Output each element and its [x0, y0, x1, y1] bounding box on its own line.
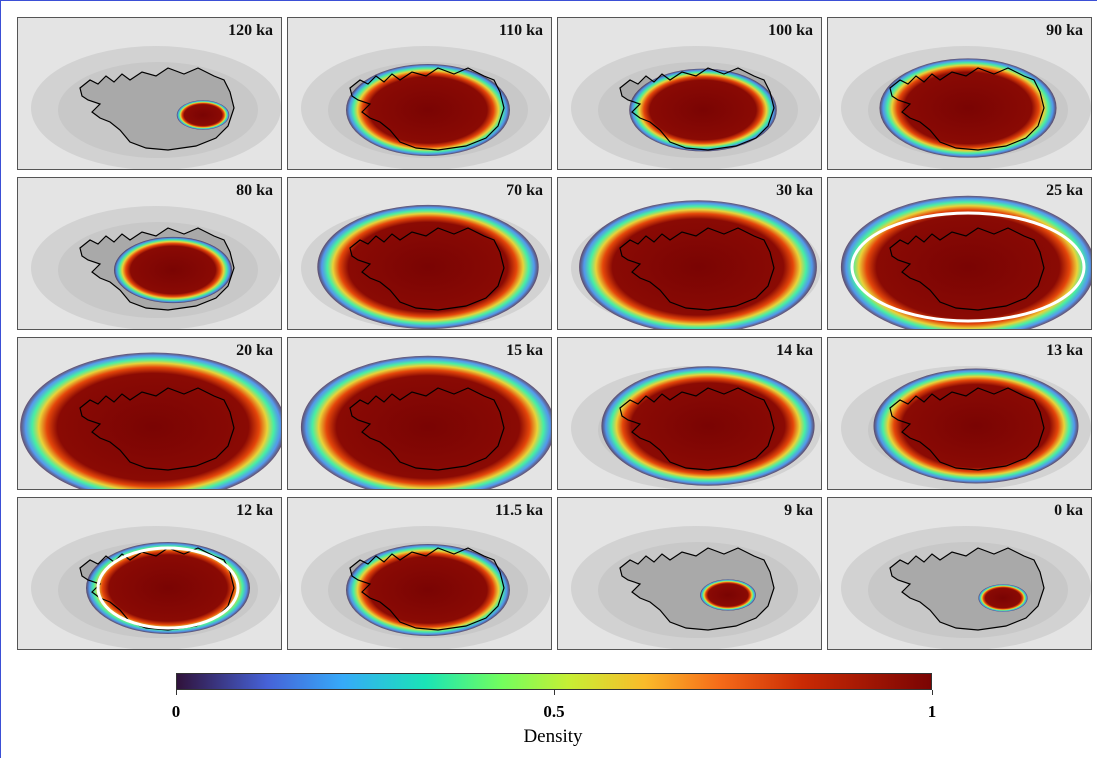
- map: [300, 355, 551, 489]
- panel-label: 0 ka: [1054, 502, 1083, 519]
- map: [31, 46, 281, 169]
- map-panel: 12 ka: [17, 497, 282, 650]
- map-panel: 100 ka: [557, 17, 822, 170]
- map-panel: 30 ka: [557, 177, 822, 330]
- map: [571, 526, 821, 649]
- map: [841, 366, 1091, 489]
- map-panel: 13 ka: [827, 337, 1092, 490]
- panel-label: 70 ka: [506, 182, 543, 199]
- panel-label: 12 ka: [236, 502, 273, 519]
- coastline: [619, 387, 775, 471]
- map: [301, 526, 551, 649]
- coastline: [79, 67, 235, 151]
- map-panel: 15 ka: [287, 337, 552, 490]
- panel-label: 11.5 ka: [494, 502, 543, 519]
- ice-extent: [873, 368, 1079, 484]
- ice-extent: [113, 236, 233, 304]
- map-panel: 110 ka: [287, 17, 552, 170]
- map: [571, 46, 821, 169]
- map: [840, 195, 1091, 329]
- colorbar-tick: [553, 690, 555, 695]
- map: [571, 366, 821, 489]
- map-panel: 120 ka: [17, 17, 282, 170]
- panel-label: 80 ka: [236, 182, 273, 199]
- ice-extent: [601, 366, 815, 486]
- ice-extent: [879, 58, 1057, 158]
- map: [301, 204, 551, 329]
- colorbar-tick: [175, 690, 177, 695]
- ice-extent: [346, 64, 510, 156]
- coastline: [79, 387, 235, 471]
- map: [31, 526, 281, 649]
- map: [301, 46, 551, 169]
- ice-extent: [700, 579, 756, 611]
- colorbar-label: Density: [523, 726, 583, 747]
- panel-label: 100 ka: [768, 22, 813, 39]
- map-panel: 11.5 ka: [287, 497, 552, 650]
- coastline: [619, 227, 775, 311]
- coastline: [619, 547, 775, 631]
- panel-label: 15 ka: [506, 342, 543, 359]
- ice-extent: [317, 204, 539, 329]
- map-panel: 90 ka: [827, 17, 1092, 170]
- panel-label: 20 ka: [236, 342, 273, 359]
- island: [80, 68, 234, 150]
- ice-extent: [346, 544, 510, 636]
- coastline: [619, 67, 775, 151]
- map: [841, 526, 1091, 649]
- panel-label: 25 ka: [1046, 182, 1083, 199]
- panel-label: 90 ka: [1046, 22, 1083, 39]
- map: [20, 352, 281, 489]
- ice-extent: [629, 68, 777, 152]
- ice-extent: [20, 352, 281, 489]
- reconstruction-outline: [850, 211, 1086, 323]
- colorbar-tick-label: 0: [171, 702, 181, 721]
- panel-label: 9 ka: [784, 502, 813, 519]
- coastline: [889, 387, 1045, 471]
- ice-extent: [579, 200, 817, 329]
- panel-label: 14 ka: [776, 342, 813, 359]
- coastline: [349, 387, 505, 471]
- coastline: [349, 547, 505, 631]
- colorbar: [176, 673, 932, 690]
- map-panel: 14 ka: [557, 337, 822, 490]
- coastline: [349, 67, 505, 151]
- colorbar-tick-label: 0.5: [543, 702, 565, 721]
- coastline: [349, 227, 505, 311]
- colorbar-tick: [931, 690, 933, 695]
- map: [571, 200, 821, 329]
- panel-label: 30 ka: [776, 182, 813, 199]
- ice-extent: [978, 584, 1028, 612]
- panel-label: 13 ka: [1046, 342, 1083, 359]
- ice-extent: [86, 542, 250, 634]
- map-panel: 20 ka: [17, 337, 282, 490]
- coastline: [889, 67, 1045, 151]
- panel-label: 120 ka: [228, 22, 273, 39]
- coastline: [889, 547, 1045, 631]
- map: [841, 46, 1091, 169]
- map-panel: 0 ka: [827, 497, 1092, 650]
- ice-extent: [176, 100, 230, 130]
- map: [31, 206, 281, 329]
- colorbar-tick-label: 1: [927, 702, 937, 721]
- reconstruction-outline: [96, 546, 240, 630]
- coastline: [79, 227, 235, 311]
- map-panel: 70 ka: [287, 177, 552, 330]
- map-panel: 80 ka: [17, 177, 282, 330]
- panel-label: 110 ka: [498, 22, 543, 39]
- coastline: [889, 227, 1045, 311]
- map-panel: 25 ka: [827, 177, 1092, 330]
- map-panel: 9 ka: [557, 497, 822, 650]
